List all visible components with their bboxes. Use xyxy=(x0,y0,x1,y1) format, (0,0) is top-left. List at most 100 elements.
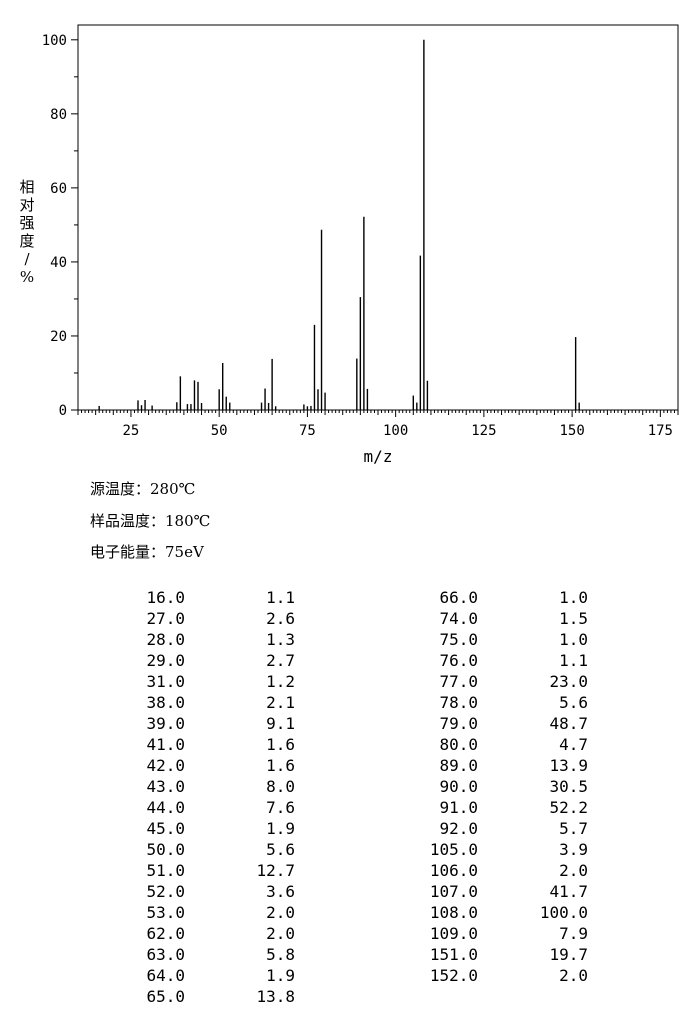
x-tick-label: 50 xyxy=(211,423,228,439)
peak-mz-cell: 107.0 xyxy=(429,882,478,901)
peak-intensity-cell: 8.0 xyxy=(266,777,295,796)
y-tick-label: 80 xyxy=(50,107,67,123)
peak-intensity-cell: 1.2 xyxy=(266,672,295,691)
peak-intensity-cell: 4.7 xyxy=(559,735,588,754)
peak-mz-cell: 64.0 xyxy=(146,966,185,985)
peak-mz-cell: 66.0 xyxy=(439,588,478,607)
peak-mz-cell: 43.0 xyxy=(146,777,185,796)
peak-mz-cell: 50.0 xyxy=(146,840,185,859)
peak-mz-cell: 44.0 xyxy=(146,798,185,817)
peak-intensity-cell: 2.7 xyxy=(266,651,295,670)
plot-frame xyxy=(77,24,679,411)
mass-spectrum-chart: 0 20 40 60 80 100 25 50 75 100 125 150 175 m/z 相对强度… xyxy=(19,24,679,466)
peak-intensity-cell: 1.1 xyxy=(266,588,295,607)
y-tick-label: 100 xyxy=(42,33,67,49)
peak-intensity-cell: 13.9 xyxy=(549,756,588,775)
peak-mz-cell: 63.0 xyxy=(146,945,185,964)
y-tick-label: 60 xyxy=(50,181,67,197)
peak-intensity-cell: 1.9 xyxy=(266,966,295,985)
peak-mz-cell: 109.0 xyxy=(429,924,478,943)
peak-intensity-cell: 1.0 xyxy=(559,630,588,649)
peak-intensity-cell: 5.7 xyxy=(559,819,588,838)
peak-mz-cell: 41.0 xyxy=(146,735,185,754)
peak-mz-cell: 91.0 xyxy=(439,798,478,817)
peak-mz-cell: 77.0 xyxy=(439,672,478,691)
peak-intensity-cell: 23.0 xyxy=(549,672,588,691)
x-tick-label: 175 xyxy=(648,423,673,439)
peak-mz-cell: 151.0 xyxy=(429,945,478,964)
peak-mz-cell: 28.0 xyxy=(146,630,185,649)
source-temperature: 源温度：280℃ xyxy=(90,480,196,498)
peak-mz-cell: 106.0 xyxy=(429,861,478,880)
peak-intensity-cell: 2.0 xyxy=(559,861,588,880)
peak-intensity-cell: 9.1 xyxy=(266,714,295,733)
y-tick-label: 0 xyxy=(59,403,67,419)
x-tick-label: 25 xyxy=(123,423,140,439)
peak-mz-cell: 79.0 xyxy=(439,714,478,733)
peak-mz-cell: 62.0 xyxy=(146,924,185,943)
x-axis-label: m/z xyxy=(364,447,393,466)
y-axis-ticks: 0 20 40 60 80 100 xyxy=(42,33,78,419)
peak-intensity-cell: 2.6 xyxy=(266,609,295,628)
peak-mz-cell: 74.0 xyxy=(439,609,478,628)
peak-mz-cell: 45.0 xyxy=(146,819,185,838)
peak-intensity-cell: 52.2 xyxy=(549,798,588,817)
peak-intensity-cell: 48.7 xyxy=(549,714,588,733)
y-tick-label: 20 xyxy=(50,329,67,345)
peak-intensity-cell: 12.7 xyxy=(256,861,295,880)
peak-intensity-cell: 5.6 xyxy=(559,693,588,712)
peak-mz-cell: 75.0 xyxy=(439,630,478,649)
electron-energy: 电子能量：75eV xyxy=(90,543,204,561)
peak-intensity-cell: 5.6 xyxy=(266,840,295,859)
sample-temperature: 样品温度：180℃ xyxy=(90,512,211,530)
y-tick-label: 40 xyxy=(50,255,67,271)
peak-mz-cell: 27.0 xyxy=(146,609,185,628)
peak-mz-cell: 42.0 xyxy=(146,756,185,775)
peak-mz-cell: 152.0 xyxy=(429,966,478,985)
peak-intensity-cell: 13.8 xyxy=(256,987,295,1006)
x-tick-label: 125 xyxy=(471,423,496,439)
peak-intensity-cell: 19.7 xyxy=(549,945,588,964)
peak-mz-cell: 105.0 xyxy=(429,840,478,859)
peak-intensity-cell: 7.6 xyxy=(266,798,295,817)
peak-mz-cell: 53.0 xyxy=(146,903,185,922)
peak-intensity-cell: 2.0 xyxy=(266,924,295,943)
peak-mz-cell: 16.0 xyxy=(146,588,185,607)
x-tick-label: 150 xyxy=(559,423,584,439)
peak-mz-cell: 29.0 xyxy=(146,651,185,670)
peak-intensity-cell: 1.9 xyxy=(266,819,295,838)
x-tick-label: 75 xyxy=(299,423,316,439)
peak-intensity-cell: 1.0 xyxy=(559,588,588,607)
peak-mz-cell: 52.0 xyxy=(146,882,185,901)
peak-mz-cell: 39.0 xyxy=(146,714,185,733)
peak-intensity-cell: 3.9 xyxy=(559,840,588,859)
peak-mz-cell: 80.0 xyxy=(439,735,478,754)
spectrum-peaks xyxy=(98,39,580,410)
peak-mz-cell: 92.0 xyxy=(439,819,478,838)
peak-mz-cell: 65.0 xyxy=(146,987,185,1006)
peak-mz-cell: 51.0 xyxy=(146,861,185,880)
y-axis-label: 相对强度/% xyxy=(19,178,34,286)
peak-intensity-cell: 1.6 xyxy=(266,756,295,775)
x-axis-ticks: 25 50 75 100 125 150 175 xyxy=(123,423,673,439)
peak-intensity-cell: 41.7 xyxy=(549,882,588,901)
x-minor-ticks xyxy=(77,410,679,417)
peak-intensity-cell: 100.0 xyxy=(539,903,588,922)
peak-mz-cell: 89.0 xyxy=(439,756,478,775)
peak-intensity-cell: 30.5 xyxy=(549,777,588,796)
peak-mz-cell: 108.0 xyxy=(429,903,478,922)
x-tick-label: 100 xyxy=(383,423,408,439)
peak-intensity-cell: 1.5 xyxy=(559,609,588,628)
peak-intensity-cell: 2.1 xyxy=(266,693,295,712)
peak-intensity-cell: 5.8 xyxy=(266,945,295,964)
peak-intensity-cell: 2.0 xyxy=(266,903,295,922)
peak-intensity-cell: 2.0 xyxy=(559,966,588,985)
peak-mz-cell: 31.0 xyxy=(146,672,185,691)
peak-mz-cell: 78.0 xyxy=(439,693,478,712)
peak-mz-cell: 38.0 xyxy=(146,693,185,712)
peak-mz-cell: 76.0 xyxy=(439,651,478,670)
peak-intensity-cell: 1.3 xyxy=(266,630,295,649)
peak-intensity-cell: 7.9 xyxy=(559,924,588,943)
peak-intensity-cell: 3.6 xyxy=(266,882,295,901)
peak-intensity-cell: 1.6 xyxy=(266,735,295,754)
